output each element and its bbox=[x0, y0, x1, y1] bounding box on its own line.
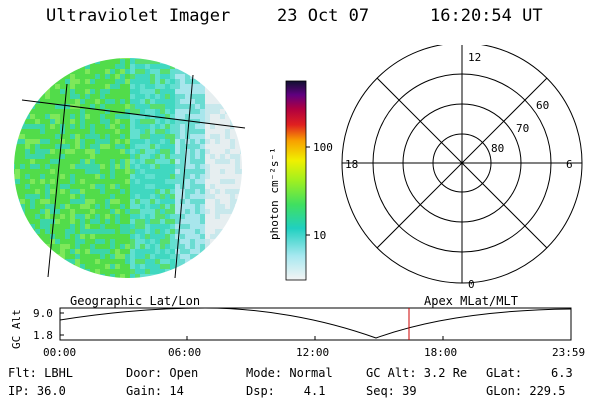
gain-status: Gain: 14 bbox=[126, 384, 184, 398]
x-tick-1800: 18:00 bbox=[424, 346, 458, 359]
clock-label-18: 18 bbox=[345, 158, 358, 171]
clock-label-12: 12 bbox=[468, 51, 481, 64]
x-tick-2359: 23:59 bbox=[552, 346, 586, 359]
date-label: 23 Oct 07 bbox=[277, 6, 370, 26]
lat-label-80: 80 bbox=[491, 142, 504, 155]
auroral-image bbox=[14, 58, 246, 279]
x-tick-0000: 00:00 bbox=[43, 346, 77, 359]
colorbar-unit-label: photon cm⁻²s⁻¹ bbox=[268, 147, 281, 240]
geographic-grid bbox=[21, 74, 246, 279]
lat-label-70: 70 bbox=[516, 122, 529, 135]
glon-status: GLon: 229.5 bbox=[486, 384, 566, 398]
seq-status: Seq: 39 bbox=[366, 384, 417, 398]
clock-label-0: 0 bbox=[468, 278, 475, 290]
instrument-title: Ultraviolet Imager bbox=[46, 6, 231, 26]
ip-status: IP: 36.0 bbox=[8, 384, 66, 398]
geographic-lat-lon-label: Geographic Lat/Lon bbox=[70, 294, 201, 308]
filter-status: Flt: LBHL bbox=[8, 366, 74, 380]
colorbar-tick-100: 100 bbox=[313, 141, 333, 154]
door-status: Door: Open bbox=[126, 366, 199, 380]
polar-diagonal-2 bbox=[376, 77, 548, 249]
colorbar: 100 10 photon cm⁻²s⁻¹ bbox=[268, 80, 333, 281]
clock-label-6: 6 bbox=[566, 158, 573, 171]
glat-status: GLat: 6.3 bbox=[486, 366, 573, 380]
dsp-status: Dsp: 4.1 bbox=[246, 384, 326, 398]
x-tick-1200: 12:00 bbox=[296, 346, 330, 359]
lat-label-60: 60 bbox=[536, 99, 549, 112]
time-label: 16:20:54 UT bbox=[430, 6, 543, 26]
colorbar-gradient bbox=[285, 80, 307, 281]
altitude-timeline: 9.0 1.8 GC Alt bbox=[10, 307, 572, 349]
apex-mlat-mlt-label: Apex MLat/MLT bbox=[424, 294, 518, 308]
mode-status: Mode: Normal bbox=[246, 366, 333, 380]
x-tick-0600: 06:00 bbox=[168, 346, 202, 359]
gc-alt-status: GC Alt: 3.2 Re bbox=[366, 366, 468, 380]
auroral-disk bbox=[14, 58, 242, 278]
timeline-axis-title: GC Alt bbox=[10, 309, 23, 349]
colorbar-tick-10: 10 bbox=[313, 229, 326, 242]
altitude-curve bbox=[59, 307, 572, 339]
polar-plot: 12 18 6 0 60 70 80 bbox=[341, 45, 583, 290]
y-tick-9: 9.0 bbox=[33, 307, 53, 320]
y-tick-1-8: 1.8 bbox=[33, 329, 53, 342]
